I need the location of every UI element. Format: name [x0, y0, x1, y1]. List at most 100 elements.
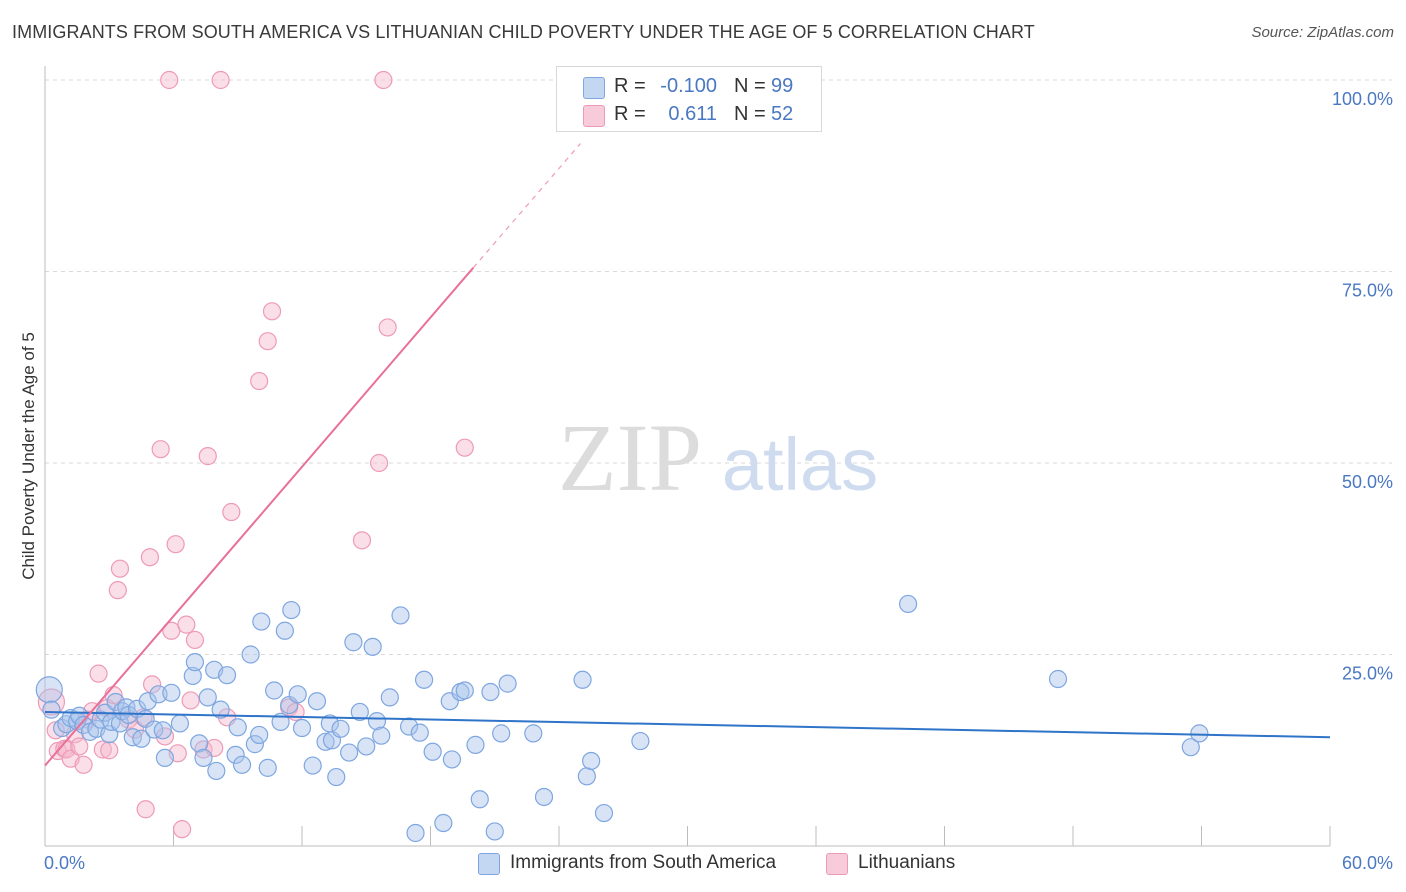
data-point-immigrants — [631, 731, 650, 751]
data-point-lithuanians — [177, 615, 196, 634]
data-point-immigrants — [211, 700, 230, 719]
data-point-immigrants — [340, 743, 359, 762]
data-point-immigrants — [226, 745, 245, 764]
data-point-immigrants — [898, 594, 918, 614]
data-point-lithuanians — [93, 740, 112, 759]
data-point-lithuanians — [70, 737, 89, 756]
data-point-immigrants — [190, 734, 209, 753]
data-point-immigrants — [372, 726, 391, 745]
data-point-immigrants — [391, 606, 410, 625]
data-point-immigrants — [42, 700, 61, 719]
y-tick-label: 75.0% — [1342, 281, 1393, 301]
data-point-lithuanians — [352, 531, 372, 550]
axes — [44, 66, 1331, 847]
legend-n-value: 52 — [771, 103, 794, 125]
data-point-lithuanians — [211, 70, 230, 90]
legend-row-immigrants: R = -0.100 N = 99 — [557, 73, 821, 101]
watermark: ZIP atlas — [558, 404, 878, 511]
watermark-atlas: atlas — [722, 423, 878, 506]
data-point-lithuanians — [160, 70, 179, 90]
data-point-lithuanians — [222, 502, 241, 522]
trend-lines — [44, 143, 1331, 767]
data-point-lithuanians — [100, 741, 119, 760]
data-point-lithuanians — [258, 332, 277, 351]
legend-r-value: 0.611 — [668, 103, 717, 125]
data-point-immigrants — [155, 748, 175, 768]
data-point-lithuanians — [455, 438, 474, 457]
data-point-lithuanians — [151, 440, 170, 459]
legend-swatch-blue — [583, 77, 605, 99]
data-point-immigrants — [183, 666, 202, 686]
data-point-immigrants — [307, 692, 327, 711]
data-point-immigrants — [414, 670, 434, 689]
source-label: Source: ZipAtlas.com — [1251, 24, 1394, 41]
data-point-immigrants — [492, 724, 511, 743]
data-point-immigrants — [194, 748, 213, 768]
data-point-immigrants — [288, 685, 307, 704]
data-point-immigrants — [258, 758, 277, 777]
data-point-lithuanians — [108, 581, 127, 600]
data-point-lithuanians — [110, 559, 130, 578]
chart-title: IMMIGRANTS FROM SOUTH AMERICA VS LITHUAN… — [12, 22, 1035, 42]
data-point-immigrants — [363, 637, 382, 656]
data-point-immigrants — [594, 803, 614, 823]
data-point-lithuanians — [374, 70, 393, 90]
data-point-immigrants — [170, 714, 190, 733]
data-point-immigrants — [106, 692, 125, 712]
data-point-immigrants — [153, 721, 172, 740]
data-points — [35, 70, 1209, 843]
data-point-immigrants — [303, 756, 322, 775]
legend-r-label: R = — [614, 103, 646, 125]
series-legend-label: Lithuanians — [858, 852, 956, 873]
data-point-lithuanians — [166, 535, 185, 554]
data-point-immigrants — [410, 723, 429, 742]
data-point-immigrants — [327, 767, 346, 787]
gridlines — [45, 79, 1392, 655]
data-point-immigrants — [275, 621, 294, 640]
data-point-immigrants — [241, 645, 260, 664]
data-point-immigrants — [498, 674, 517, 693]
data-point-immigrants — [481, 682, 500, 702]
data-point-immigrants — [35, 676, 63, 704]
data-point-immigrants — [207, 761, 226, 781]
data-point-immigrants — [132, 729, 151, 748]
data-point-lithuanians — [142, 675, 162, 694]
series-swatch-blue — [478, 853, 500, 875]
legend-row-lithuanians: R = 0.611 N = 52 — [557, 101, 821, 129]
data-point-lithuanians — [74, 755, 93, 774]
tick-labels: 25.0% 50.0% 75.0% 100.0% 0.0% 60.0% — [44, 89, 1393, 873]
series-legend: Immigrants from South America Lithuanian… — [0, 852, 1406, 878]
data-point-immigrants — [282, 600, 301, 620]
data-point-immigrants — [331, 719, 350, 738]
data-point-immigrants — [1181, 738, 1200, 757]
data-point-immigrants — [367, 712, 387, 731]
y-tick-label: 50.0% — [1342, 472, 1393, 492]
data-point-immigrants — [232, 755, 252, 774]
data-point-immigrants — [316, 732, 335, 751]
data-point-immigrants — [582, 751, 601, 771]
legend-swatch-pink — [583, 105, 605, 127]
series-swatch-pink — [826, 853, 848, 875]
data-point-immigrants — [357, 737, 376, 756]
data-point-immigrants — [198, 688, 217, 707]
data-point-immigrants — [245, 735, 264, 754]
data-point-immigrants — [455, 681, 474, 700]
data-point-immigrants — [442, 750, 462, 769]
legend-n-label: N = — [734, 75, 766, 97]
data-point-immigrants — [534, 787, 554, 807]
data-point-immigrants — [265, 681, 284, 700]
data-point-lithuanians — [89, 664, 108, 683]
data-point-immigrants — [228, 718, 247, 737]
data-point-immigrants — [185, 653, 205, 672]
data-point-lithuanians — [140, 548, 160, 567]
data-point-immigrants — [399, 717, 419, 736]
y-tick-label: 25.0% — [1342, 664, 1393, 684]
x-tick-label: 60.0% — [1342, 853, 1393, 873]
data-point-lithuanians — [198, 447, 217, 466]
legend-n-value: 99 — [771, 75, 794, 97]
data-point-lithuanians — [181, 691, 200, 710]
data-point-immigrants — [1048, 669, 1068, 689]
data-point-immigrants — [434, 813, 453, 833]
trend-line-lithuanians-extrapolated — [472, 143, 581, 269]
